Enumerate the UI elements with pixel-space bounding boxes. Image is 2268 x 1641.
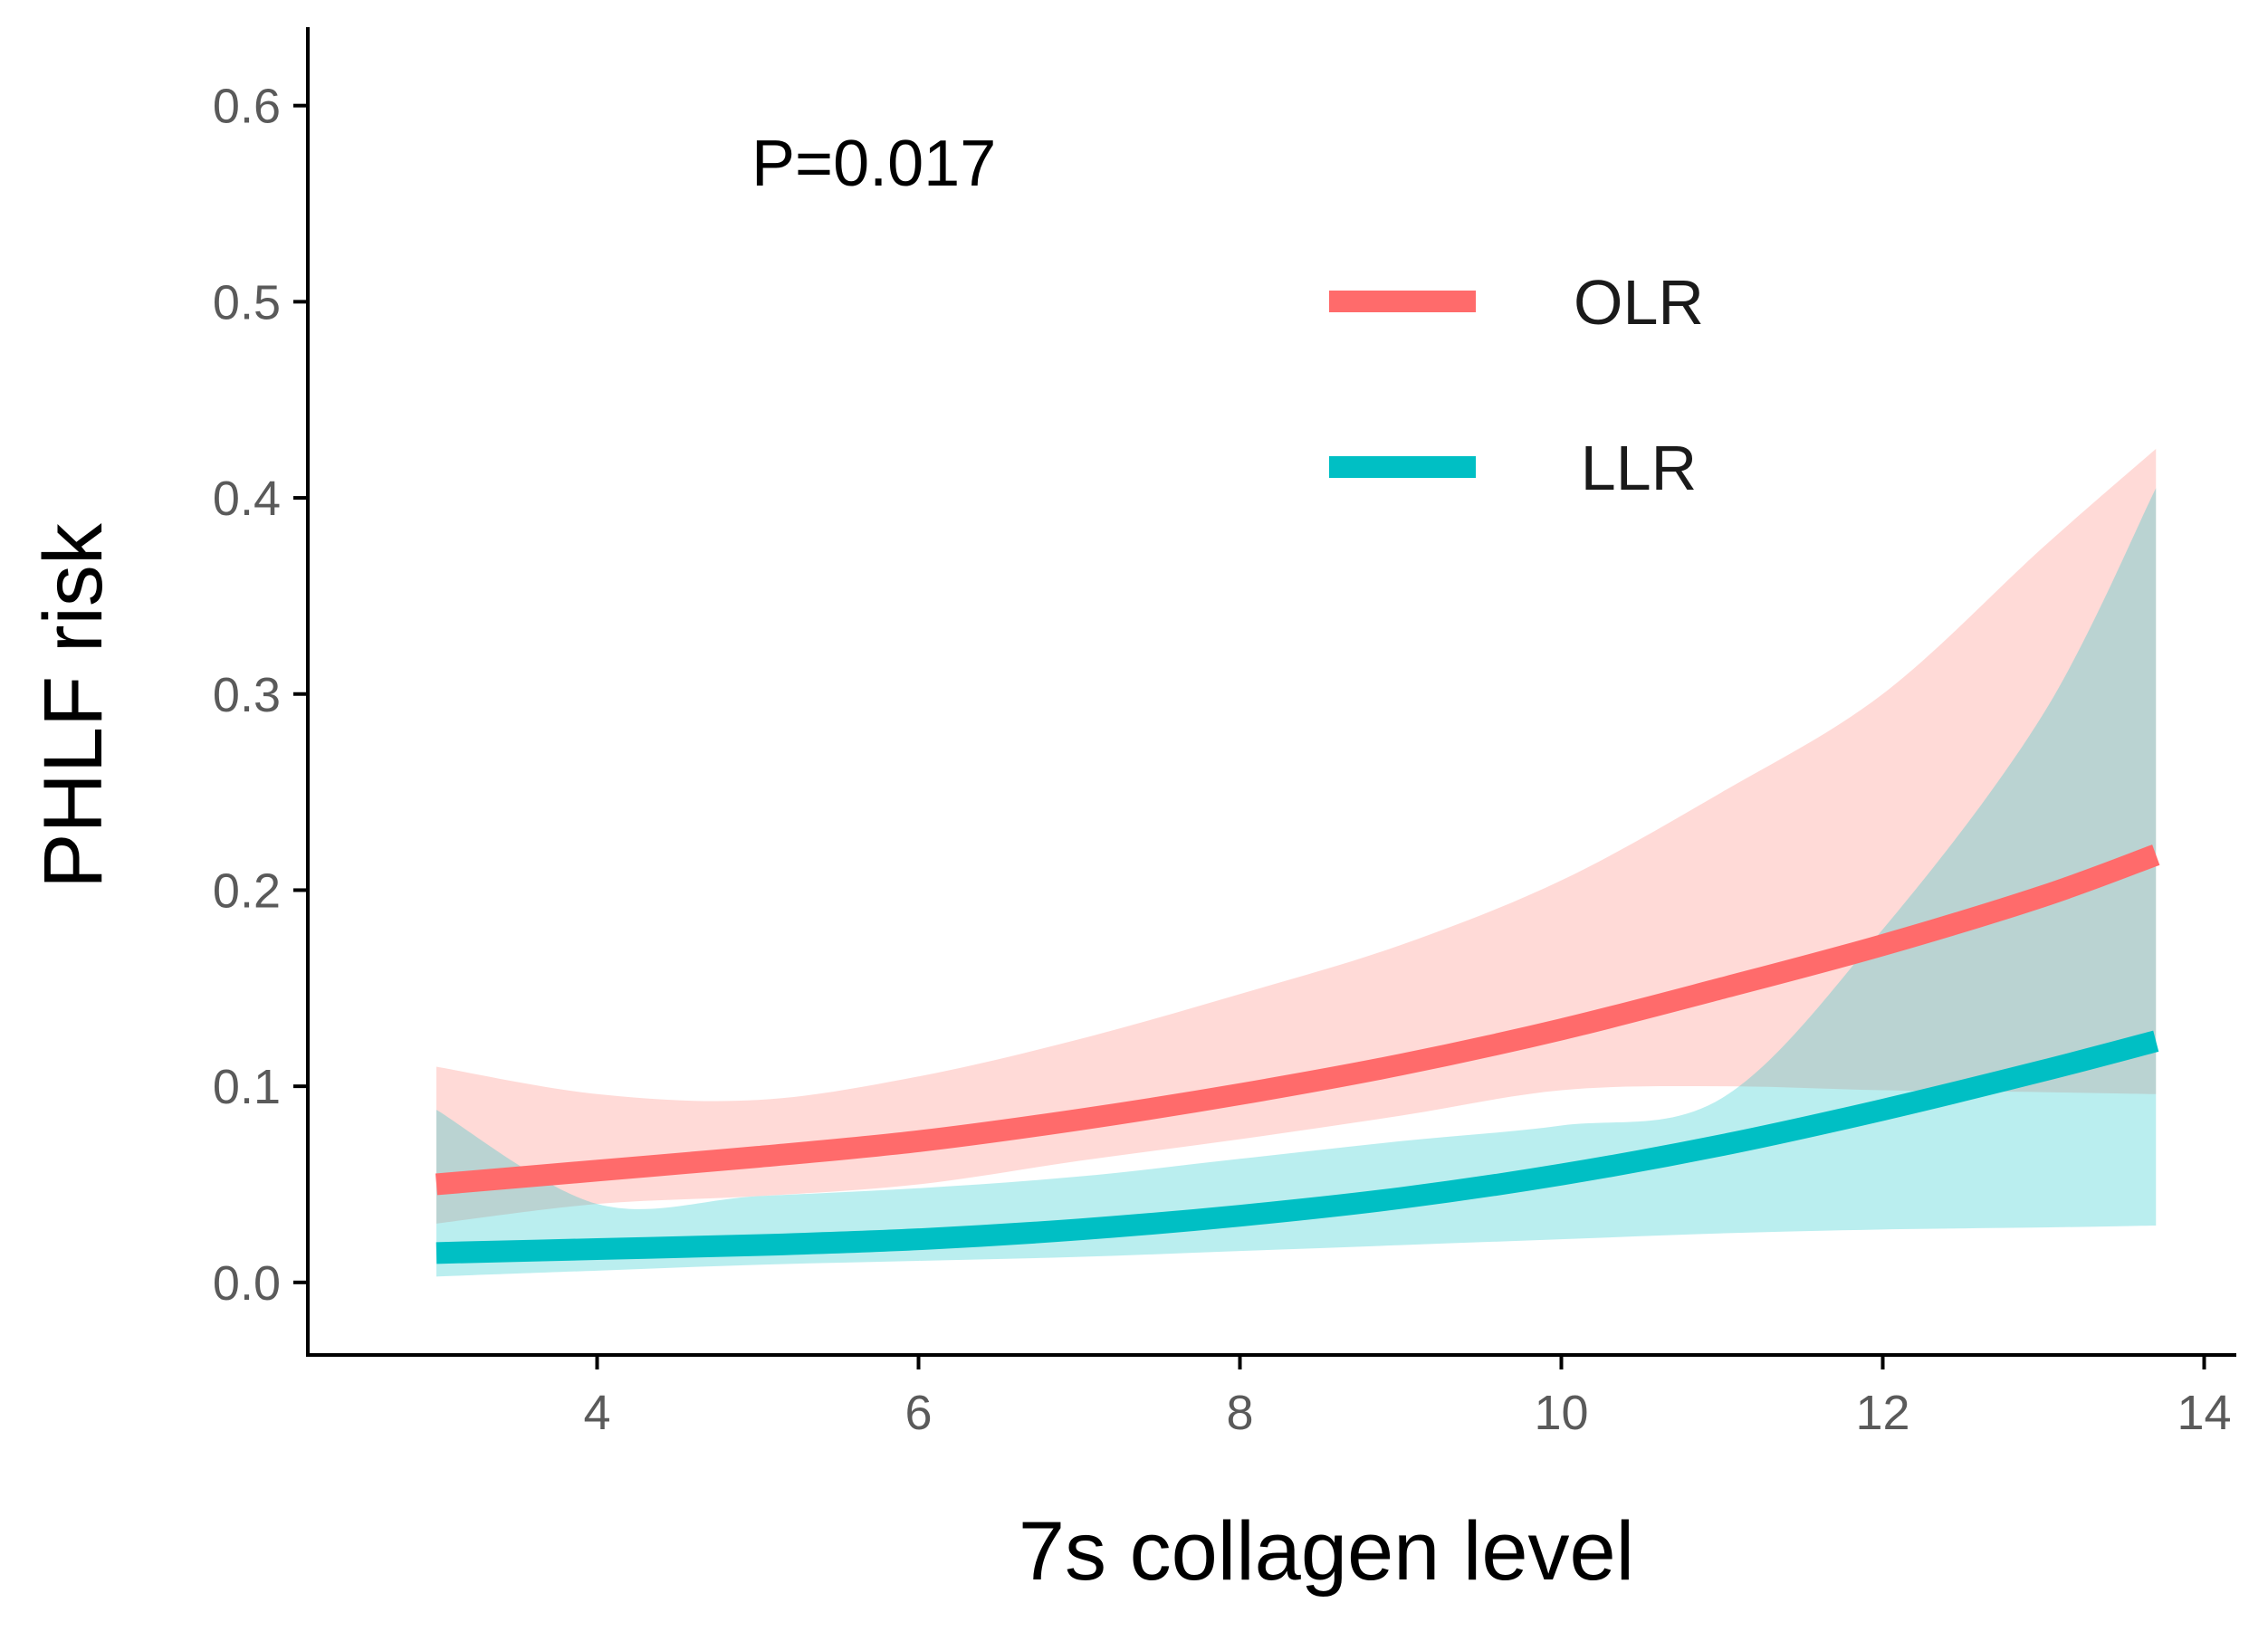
y-tick-label: 0.2 — [213, 863, 281, 918]
confidence-bands — [436, 448, 2157, 1277]
legend: OLR LLR — [1329, 267, 1704, 503]
confidence-band-olr — [436, 448, 2157, 1224]
y-tick-label: 0.6 — [213, 80, 281, 134]
y-tick-label: 0.4 — [213, 472, 281, 526]
x-tick-label: 6 — [904, 1386, 932, 1440]
confidence-band-llr — [436, 488, 2157, 1277]
x-axis-title: 7s collagen level — [1019, 1505, 1634, 1598]
x-tick-label: 12 — [1855, 1386, 1909, 1440]
y-tick-label: 0.1 — [213, 1060, 281, 1114]
x-tick-label: 14 — [2177, 1386, 2231, 1440]
y-axis-ticks: 0.0 0.1 0.2 0.3 0.4 0.5 0.6 — [213, 80, 308, 1311]
legend-label-llr: LLR — [1581, 433, 1697, 503]
series-lines — [435, 844, 2160, 1264]
x-tick-label: 10 — [1534, 1386, 1588, 1440]
p-value-annotation: P=0.017 — [751, 128, 996, 200]
x-axis-ticks: 4 6 8 10 12 14 — [583, 1355, 2232, 1440]
y-axis-title: PHLF risk — [27, 522, 120, 889]
series-line-olr — [435, 844, 2160, 1196]
x-tick-label: 4 — [583, 1386, 610, 1440]
series-line-llr — [435, 1030, 2159, 1264]
y-tick-label: 0.3 — [213, 668, 281, 722]
legend-label-olr: OLR — [1574, 267, 1704, 338]
y-tick-label: 0.0 — [213, 1256, 281, 1311]
y-tick-label: 0.5 — [213, 275, 281, 329]
x-tick-label: 8 — [1226, 1386, 1253, 1440]
